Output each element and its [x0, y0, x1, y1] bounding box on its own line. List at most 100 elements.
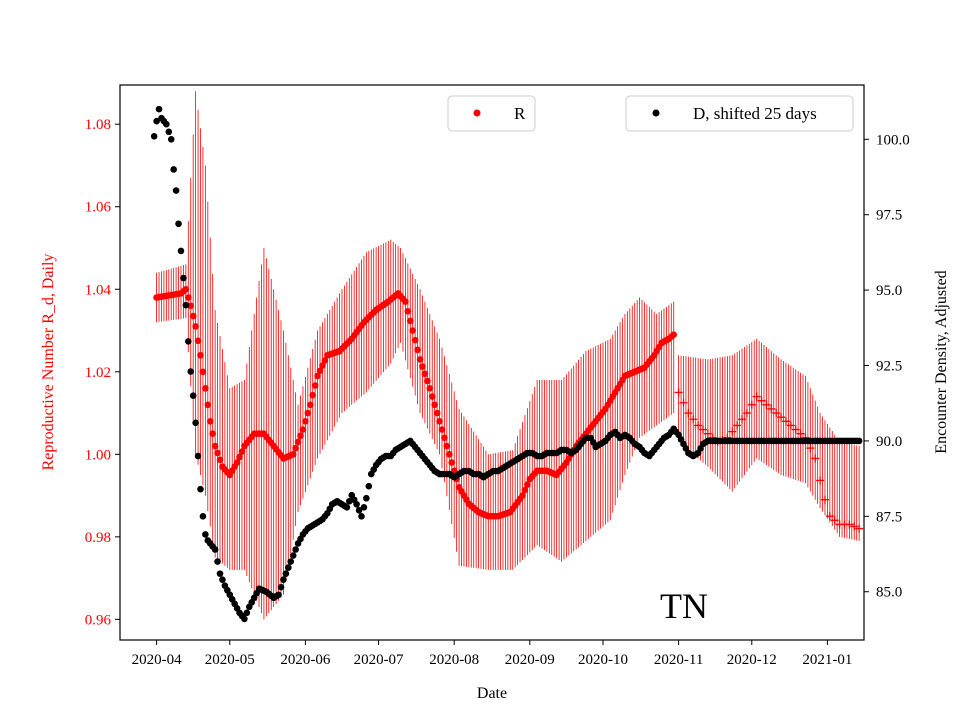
d-point [275, 591, 282, 599]
r-point [433, 409, 441, 417]
d-point [199, 513, 207, 520]
r-point [297, 432, 304, 440]
y-left-tick-label: 1.06 [85, 200, 112, 216]
d-point [155, 105, 163, 113]
r-point [409, 327, 417, 334]
r-point [448, 459, 456, 466]
d-point [277, 583, 285, 591]
d-point [172, 187, 180, 194]
r-plus-point [762, 400, 771, 409]
y-left-tick-label: 0.98 [85, 530, 111, 546]
legend-r-label: R [514, 104, 526, 123]
legend-d-box [625, 95, 854, 132]
y-axis-right-title: Encounter Density, Adjusted [933, 270, 950, 453]
y-right-tick-label: 92.5 [876, 359, 902, 375]
r-point [436, 418, 443, 425]
x-tick-label: 2020-12 [727, 652, 777, 668]
r-point [321, 357, 329, 364]
d-point [355, 506, 363, 514]
y-left-tick-label: 1.08 [85, 117, 111, 133]
x-tick-label: 2020-06 [280, 652, 330, 668]
r-plus-point [845, 520, 854, 529]
r-point [292, 444, 299, 452]
r-point [443, 442, 451, 450]
r-plus-point [850, 522, 859, 531]
r-plus-point [679, 398, 688, 407]
d-point [219, 576, 226, 583]
legend-d-label: D, shifted 25 days [693, 104, 817, 123]
r-plus-point [781, 417, 790, 426]
y-right-tick-label: 85.0 [876, 585, 902, 601]
legend-d-marker [652, 109, 660, 117]
plot-frame [119, 84, 865, 641]
y-left-tick-label: 1.00 [85, 447, 111, 463]
r-plus-point [747, 400, 756, 409]
d-point [280, 576, 287, 583]
legend-r-marker [473, 109, 481, 117]
r-plus-point [733, 421, 742, 430]
d-point [285, 564, 292, 571]
r-plus-point [703, 429, 712, 438]
r-plus-point [816, 476, 825, 485]
y-right-tick-label: 97.5 [876, 208, 902, 224]
d-point [343, 503, 351, 511]
d-point [194, 452, 202, 460]
r-point [416, 356, 424, 363]
r-plus-point [699, 425, 708, 434]
r-point [424, 377, 431, 385]
d-point [185, 338, 192, 345]
r-point [211, 442, 219, 450]
y-left-tick-label: 1.02 [85, 365, 111, 381]
legend-r: R [447, 95, 536, 132]
r-plus-point [825, 512, 834, 521]
d-point [353, 500, 360, 508]
r-plus-point [694, 421, 703, 430]
r-plus-point [796, 429, 805, 438]
r-point [304, 409, 312, 417]
r-point [519, 492, 526, 499]
r-plus-point [767, 404, 776, 413]
x-axis: 2020-04 2020-05 2020-06 2020-07 2020-08 2020-… [132, 640, 852, 668]
r-plus-point [855, 524, 864, 533]
r-plus-point [684, 409, 693, 418]
r-plus-point [777, 413, 786, 422]
r-point [524, 481, 531, 488]
x-tick-label: 2020-05 [205, 652, 255, 668]
d-point [177, 247, 185, 255]
r-point [236, 453, 243, 461]
x-tick-label: 2021-01 [802, 652, 852, 668]
d-point [182, 301, 190, 309]
r-point [216, 456, 224, 464]
r-point [311, 382, 319, 389]
r-plus-point [830, 516, 839, 525]
y-right-tick-label: 95.0 [876, 283, 902, 299]
r-point [406, 317, 414, 325]
y-right-tick-label: 87.5 [876, 509, 902, 525]
r-plus-point [689, 415, 698, 424]
legend-d: D, shifted 25 days [625, 95, 854, 132]
r-point [419, 363, 426, 370]
r-point [314, 372, 321, 380]
y-right-tick-label: 100.0 [876, 132, 910, 148]
d-point [365, 482, 373, 490]
r-plus-point [806, 444, 815, 453]
r-plus-point [786, 421, 795, 430]
y-right-tick-label: 90.0 [876, 434, 902, 450]
x-tick-label: 2020-04 [132, 652, 182, 668]
r-point [214, 449, 221, 457]
r-point [309, 391, 317, 399]
x-tick-label: 2020-08 [429, 652, 479, 668]
r-point [670, 331, 678, 338]
r-point [202, 384, 209, 392]
d-point [211, 546, 219, 553]
r-point [404, 307, 412, 315]
y-left-tick-label: 0.96 [85, 612, 112, 628]
y-axis-right: 85.0 87.5 90.0 92.5 95.0 97.5 100.0 [864, 132, 910, 601]
d-point [289, 552, 297, 559]
r-point [299, 426, 307, 433]
d-point [175, 220, 182, 228]
d-point [358, 513, 365, 520]
r-plus-point [820, 495, 829, 504]
d-point [292, 546, 299, 553]
d-point [363, 494, 370, 502]
